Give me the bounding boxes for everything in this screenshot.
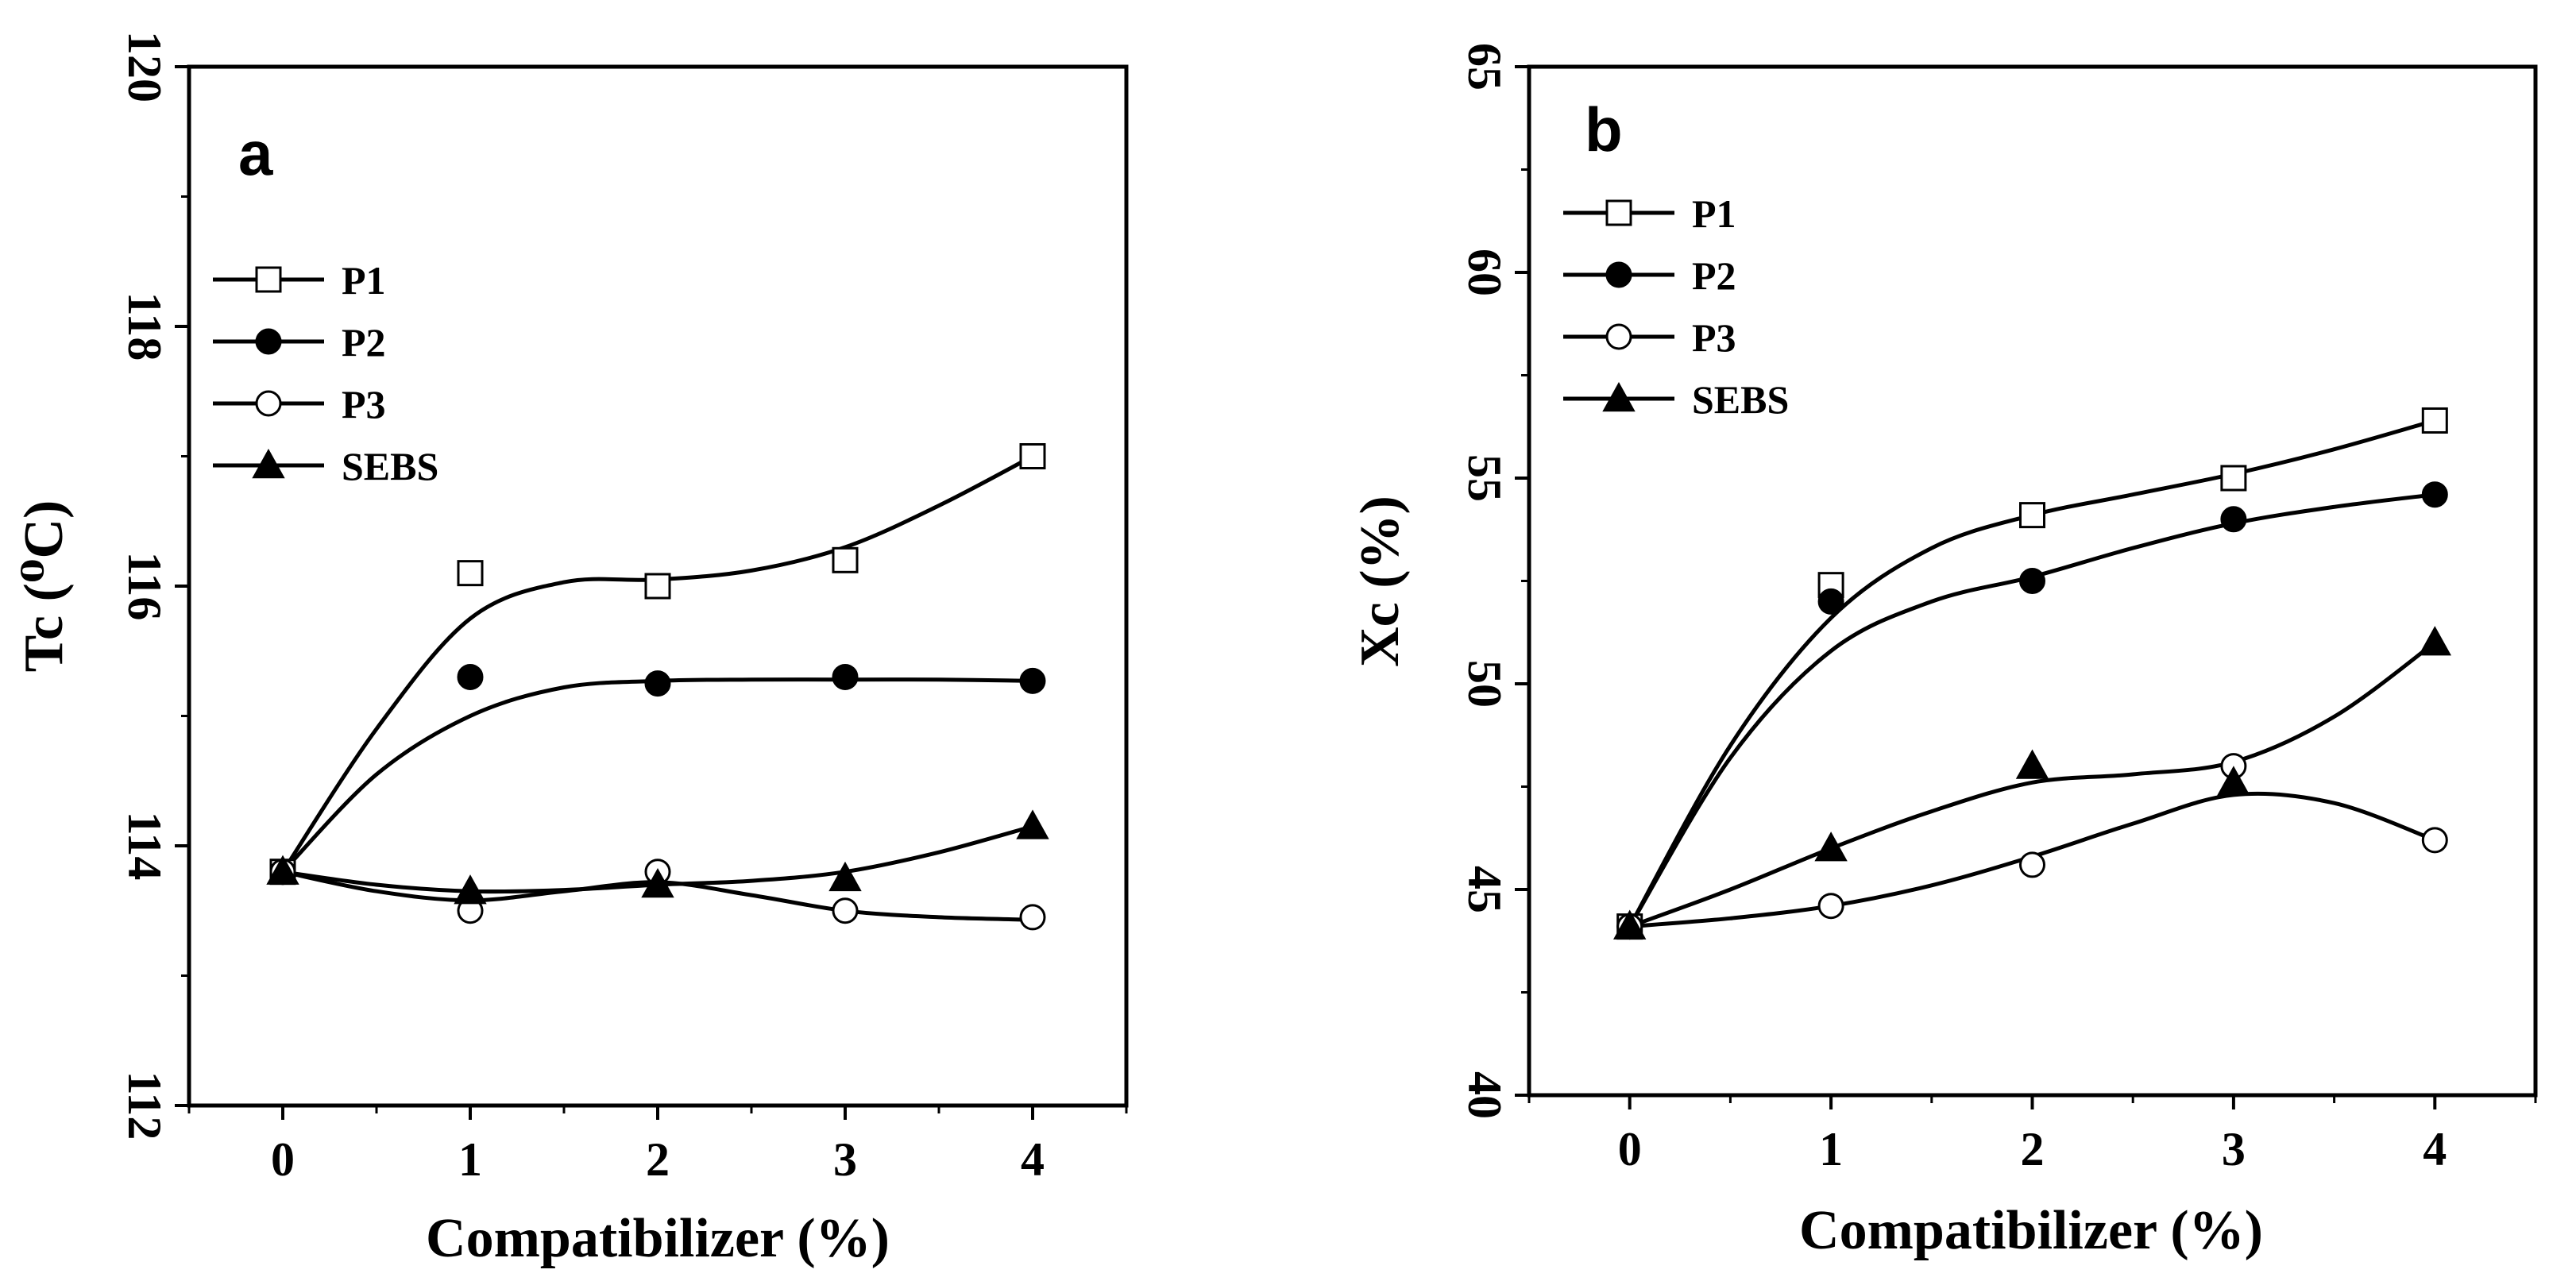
y-tick-label: 112	[118, 1071, 171, 1140]
legend-marker-sebs	[252, 448, 285, 479]
data-point-sebs	[828, 861, 862, 892]
data-markers	[1613, 407, 2451, 940]
y-tick-label: 118	[118, 292, 171, 361]
y-tick-label: 60	[1458, 249, 1511, 296]
axis-ticks	[175, 65, 1128, 1120]
legend-label-p2: P2	[1692, 253, 1736, 298]
data-point-p1	[2421, 407, 2448, 434]
data-point-p2	[2019, 568, 2045, 594]
legend-marker-p3	[1605, 323, 1632, 350]
data-point-p3	[832, 897, 859, 924]
y-tick-label: 65	[1458, 43, 1511, 91]
axis-ticks	[1515, 65, 2537, 1109]
x-tick-label: 0	[271, 1133, 295, 1186]
x-tick-label: 1	[1819, 1123, 1843, 1175]
data-point-sebs	[1016, 809, 1049, 839]
chart-panel-b: 0 1 2 3 4 40 45 50 55 60 65 b Compatibilizer (%) X…	[1350, 43, 2538, 1261]
x-tick-label: 2	[646, 1133, 670, 1186]
y-axis-title: Xc (%)	[1350, 496, 1411, 667]
data-markers	[266, 443, 1049, 931]
y-tick-label: 120	[118, 31, 171, 102]
x-tick-label: 4	[1021, 1133, 1045, 1186]
legend-marker-p3	[255, 390, 282, 417]
data-point-p2	[2421, 481, 2448, 508]
x-tick-label: 0	[1618, 1123, 1642, 1175]
data-point-sebs	[266, 855, 299, 885]
data-point-sebs	[641, 867, 674, 898]
legend-label-p1: P1	[1692, 191, 1736, 236]
data-point-p1	[2019, 502, 2045, 529]
data-point-p2	[1817, 588, 1844, 615]
fit-curve-sebs	[1628, 641, 2436, 928]
data-point-p1	[832, 546, 859, 573]
data-point-sebs	[1613, 909, 1647, 940]
tick-labels: 0 1 2 3 4 40 45 50 55 60 65	[1458, 43, 2447, 1175]
legend-marker-p2	[1605, 261, 1632, 288]
y-axis-title: Tc (⁰C)	[14, 500, 75, 673]
fit-curve-p1	[1628, 419, 2435, 928]
x-tick-label: 3	[2222, 1123, 2246, 1175]
panel-label: b	[1585, 95, 1623, 164]
data-point-sebs	[1814, 832, 1848, 862]
data-point-p2	[2220, 506, 2247, 533]
data-point-p1	[644, 573, 671, 600]
data-point-p3	[1817, 893, 1844, 920]
data-point-p2	[457, 663, 484, 690]
data-point-p3	[2019, 851, 2045, 878]
legend-marker-p1	[1605, 199, 1632, 226]
data-point-p2	[832, 663, 859, 690]
panel-label: a	[238, 118, 273, 188]
legend: P1 P2 P3 SEBS	[213, 258, 438, 488]
x-tick-label: 4	[2423, 1123, 2447, 1175]
legend-marker-p1	[255, 266, 282, 293]
y-tick-label: 45	[1458, 866, 1511, 913]
x-tick-label: 2	[2021, 1123, 2045, 1175]
legend-marker-p2	[255, 328, 282, 355]
data-point-p2	[644, 670, 671, 697]
data-point-p1	[1019, 443, 1046, 469]
data-point-sebs	[2015, 749, 2049, 779]
legend-label-sebs: SEBS	[342, 444, 438, 488]
y-tick-label: 114	[118, 812, 171, 881]
data-point-p1	[457, 560, 484, 587]
legend: P1 P2 P3 SEBS	[1563, 191, 1789, 422]
legend-label-p3: P3	[342, 382, 386, 426]
fit-curve-p2	[1628, 492, 2435, 928]
y-tick-label: 50	[1458, 660, 1511, 708]
legend-label-p2: P2	[342, 320, 386, 365]
data-point-p3	[1019, 904, 1046, 931]
data-point-p1	[2220, 465, 2247, 492]
y-tick-label: 116	[118, 552, 171, 621]
x-axis-title: Compatibilizer (%)	[1799, 1200, 2263, 1261]
x-axis-title: Compatibilizer (%)	[426, 1208, 890, 1269]
data-point-sebs	[2217, 766, 2250, 796]
data-point-sebs	[454, 874, 487, 905]
data-point-p2	[1019, 667, 1046, 694]
legend-label-p1: P1	[342, 258, 386, 303]
data-point-sebs	[2418, 626, 2451, 656]
tick-labels: 0 1 2 3 4 112 114 116 118 120	[118, 31, 1045, 1186]
y-tick-label: 55	[1458, 454, 1511, 502]
x-tick-label: 1	[458, 1133, 482, 1186]
y-tick-label: 40	[1458, 1071, 1511, 1119]
chart-panel-a: 0 1 2 3 4 112 114 116 118 120 a Compatibilizer (%…	[14, 31, 1129, 1269]
legend-label-sebs: SEBS	[1692, 377, 1789, 422]
legend-marker-sebs	[1602, 381, 1636, 412]
x-tick-label: 3	[833, 1133, 857, 1186]
legend-label-p3: P3	[1692, 315, 1736, 360]
data-point-p3	[2421, 827, 2448, 854]
